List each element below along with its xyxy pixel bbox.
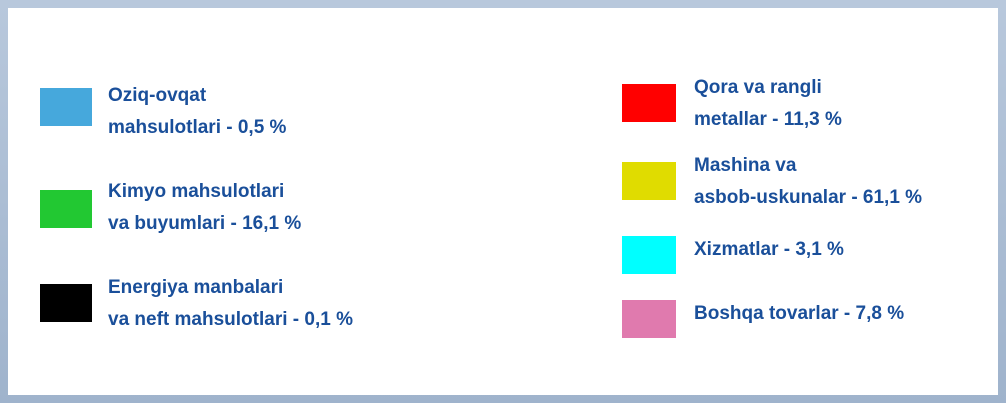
legend-label-line: Qora va rangli [694, 77, 822, 98]
legend-label-line: Kimyo mahsulotlari [108, 181, 285, 202]
legend-label-line: Energiya manbalari [108, 277, 284, 298]
legend-swatch [40, 88, 92, 126]
legend-label-line: Boshqa tovarlar - 7,8 % [694, 303, 905, 324]
legend-label-line: va buyumlari - 16,1 % [108, 213, 302, 234]
legend-swatch [622, 236, 676, 274]
legend-label-line: asbob-uskunalar - 61,1 % [694, 187, 923, 208]
legend-label: Xizmatlar - 3,1 % [694, 234, 844, 266]
legend-label-line: Xizmatlar - 3,1 % [694, 239, 844, 260]
legend-label: Kimyo mahsulotlari va buyumlari - 16,1 % [108, 176, 301, 240]
legend-swatch [622, 84, 676, 122]
legend-swatch [40, 284, 92, 322]
legend-swatch [40, 190, 92, 228]
legend-label-line: Mashina va [694, 155, 797, 176]
legend-label-line: metallar - 11,3 % [694, 109, 842, 130]
legend-swatch [622, 162, 676, 200]
legend-swatch [622, 300, 676, 338]
legend-label-line: mahsulotlari - 0,5 % [108, 117, 287, 138]
legend-label: Mashina va asbob-uskunalar - 61,1 % [694, 150, 922, 214]
legend-panel: Oziq-ovqat mahsulotlari - 0,5 % Kimyo mahs… [8, 8, 998, 395]
legend-label: Qora va rangli metallar - 11,3 % [694, 72, 842, 136]
legend-label-line: va neft mahsulotlari - 0,1 % [108, 309, 353, 330]
legend-label: Boshqa tovarlar - 7,8 % [694, 298, 904, 330]
legend-label: Energiya manbalari va neft mahsulotlari -… [108, 272, 353, 336]
legend-label-line: Oziq-ovqat [108, 85, 207, 106]
legend-label: Oziq-ovqat mahsulotlari - 0,5 % [108, 80, 286, 144]
